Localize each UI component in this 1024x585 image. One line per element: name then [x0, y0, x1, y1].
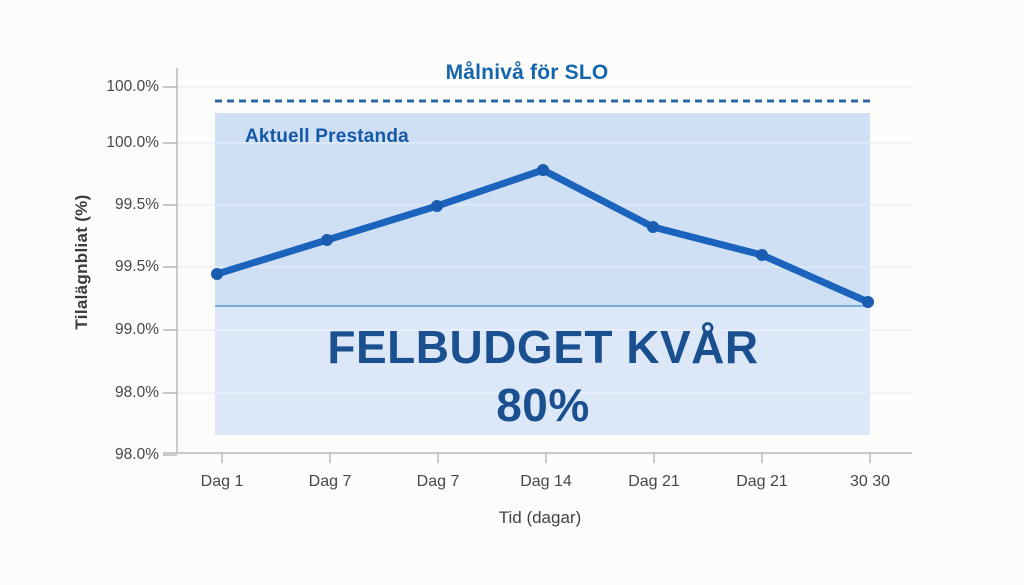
data-point [756, 249, 768, 261]
y-tick-label: 98.0% [115, 384, 159, 401]
y-tick-label: 98.0% [115, 446, 159, 463]
data-point [862, 296, 874, 308]
x-axis-title: Tid (dagar) [498, 508, 582, 527]
x-tick-label: Dag 14 [520, 473, 572, 490]
x-tick-label: Dag 1 [200, 473, 244, 490]
error-budget-annotation: FELBUDGET KVÅR 80% [216, 318, 870, 434]
error-budget-band-upper [215, 113, 870, 306]
x-tick-label: Dag 7 [308, 473, 352, 490]
data-point [647, 221, 659, 233]
x-tick-label: 30 30 [849, 473, 891, 490]
y-tick-label: 99.5% [115, 196, 159, 213]
x-tick-label: Dag 21 [628, 473, 680, 490]
y-tick-label: 99.0% [115, 321, 159, 338]
error-budget-value: 80% [496, 379, 590, 431]
data-point [211, 268, 223, 280]
x-tick-label: Dag 21 [736, 473, 788, 490]
data-point [537, 164, 549, 176]
y-tick-label: 100.0% [106, 134, 159, 151]
y-axis-title: Tilalägnbliat (%) [72, 194, 91, 330]
y-tick-label: 100.0% [106, 78, 159, 95]
chart-title: Målnivå för SLO [445, 61, 609, 84]
data-point [431, 200, 443, 212]
x-tick-label: Dag 7 [416, 473, 460, 490]
error-budget-band-lower [215, 306, 870, 435]
y-tick-label: 99.5% [115, 258, 159, 275]
error-budget-label: FELBUDGET KVÅR [327, 321, 759, 373]
series-label: Aktuell Prestanda [245, 126, 409, 147]
data-point [321, 234, 333, 246]
